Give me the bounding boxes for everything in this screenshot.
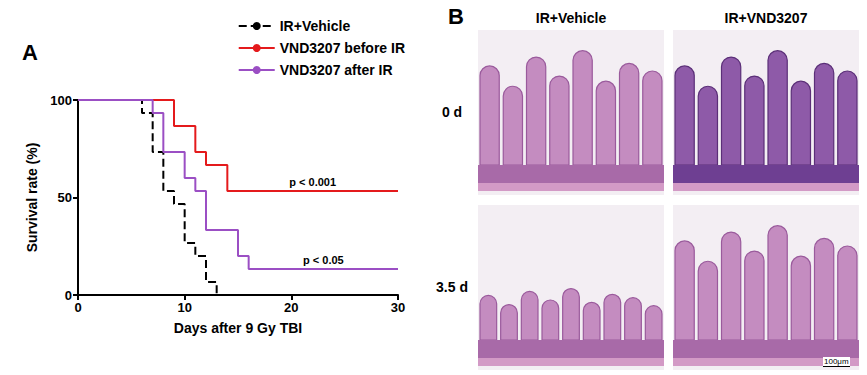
html-text:A: A: [22, 40, 38, 65]
svg-text:Survival rate (%): Survival rate (%): [24, 143, 40, 253]
svg-text:0: 0: [74, 300, 81, 315]
svg-text:0: 0: [65, 288, 72, 303]
html-text:100μm: 100μm: [824, 357, 849, 366]
html-text:B: B: [448, 4, 464, 29]
svg-text:50: 50: [58, 190, 72, 205]
svg-text:10: 10: [177, 300, 191, 315]
html-text:0 d: 0 d: [441, 104, 463, 120]
svg-text:VND3207 before IR: VND3207 before IR: [280, 40, 405, 56]
svg-text:Days after 9 Gy TBI: Days after 9 Gy TBI: [174, 320, 302, 336]
html-text:IR+VND3207: IR+VND3207: [724, 10, 808, 26]
html-text:3.5 d: 3.5 d: [436, 279, 468, 295]
svg-text:p < 0.05: p < 0.05: [303, 254, 344, 266]
svg-text:VND3207 after IR: VND3207 after IR: [280, 62, 393, 78]
svg-text:p < 0.001: p < 0.001: [289, 176, 336, 188]
html-text:IR+Vehicle: IR+Vehicle: [535, 10, 607, 26]
svg-text:20: 20: [284, 300, 298, 315]
svg-text:30: 30: [391, 300, 405, 315]
svg-text:IR+Vehicle: IR+Vehicle: [280, 18, 351, 34]
svg-text:100: 100: [50, 93, 72, 108]
